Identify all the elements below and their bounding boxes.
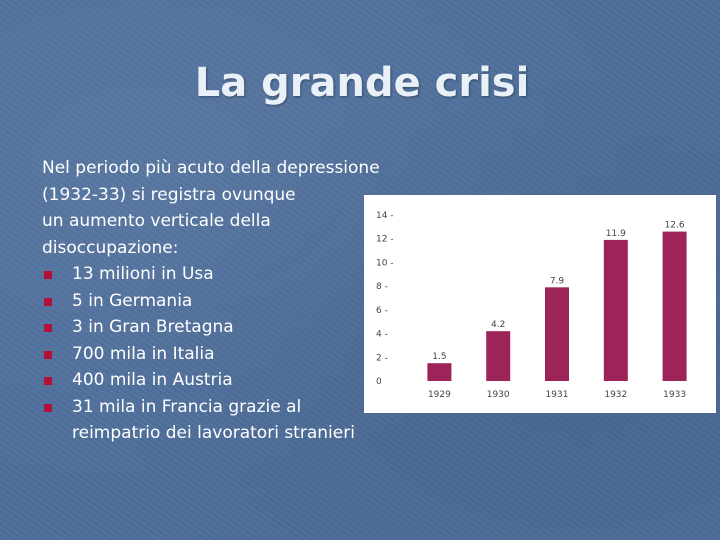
square-bullet-icon [44, 297, 52, 306]
bullet-item: 31 mila in Francia grazie al reimpatrio … [42, 394, 382, 447]
y-axis-ticks: 0 2 - 4 - 6 - 8 - 10 - 12 - 14 - [376, 211, 394, 387]
bar-value-label: 1.5 [432, 352, 446, 362]
bullet-item: 3 in Gran Bretagna [42, 314, 382, 341]
x-tick-label: 1930 [487, 390, 510, 400]
intro-line-2: (1932-33) si registra ovunque [42, 184, 296, 205]
bar-value-label: 12.6 [665, 221, 685, 231]
y-tick-label: 12 - [376, 235, 394, 245]
bar-value-label: 4.2 [491, 320, 505, 330]
bullet-text: 3 in Gran Bretagna [72, 317, 234, 337]
slide-body: Nel periodo più acuto della depressione … [42, 155, 382, 447]
bullet-item: 400 mila in Austria [42, 367, 382, 394]
bullet-text: 700 mila in Italia [72, 343, 215, 364]
bar-value-label: 11.9 [606, 229, 626, 239]
bar [603, 239, 628, 381]
bullet-text: 400 mila in Austria [72, 370, 233, 390]
x-tick-label: 1931 [546, 390, 569, 400]
bar [545, 287, 569, 381]
square-bullet-icon [44, 377, 52, 385]
intro-line-4: disoccupazione: [42, 237, 179, 258]
y-tick-label: 8 - [376, 282, 388, 292]
bar [427, 363, 452, 381]
square-bullet-icon [44, 403, 52, 412]
bullet-item: 13 milioni in Usa [42, 261, 382, 288]
bars [427, 231, 687, 381]
square-bullet-icon [44, 271, 52, 279]
y-tick-label: 4 - [376, 330, 388, 340]
bullet-text: 13 milioni in Usa [72, 264, 214, 284]
bar [662, 231, 687, 381]
intro-line-1: Nel periodo più acuto della depressione [42, 158, 380, 178]
x-tick-label: 1933 [663, 390, 686, 400]
category-labels: 1929 1930 1931 1932 1933 [428, 390, 686, 400]
y-tick-label: 10 - [376, 258, 394, 268]
value-labels: 1.5 4.2 7.9 11.9 12.6 [432, 221, 685, 363]
x-tick-label: 1932 [604, 390, 627, 400]
square-bullet-icon [44, 350, 52, 359]
bullet-item: 5 in Germania [42, 288, 382, 315]
bar [486, 331, 511, 381]
bullet-item: 700 mila in Italia [42, 341, 382, 368]
bullet-text: 5 in Germania [72, 290, 193, 311]
bullet-text: 31 mila in Francia grazie al reimpatrio … [72, 396, 355, 444]
bar-value-label: 7.9 [550, 276, 565, 286]
y-tick-label: 2 - [376, 353, 388, 363]
y-tick-label: 14 - [376, 211, 394, 221]
y-tick-label: 0 [376, 377, 382, 387]
square-bullet-icon [44, 324, 52, 332]
x-tick-label: 1929 [428, 390, 451, 400]
intro-line-3: un aumento verticale della [42, 211, 271, 231]
bullet-list: 13 milioni in Usa 5 in Germania 3 in Gra… [42, 261, 382, 447]
y-tick-label: 6 - [376, 306, 388, 316]
bar-chart-svg: 02 -4 -6 -8 -10 -12 -14 - 1.54.27.911.91… [376, 211, 687, 400]
slide-title: La grande crisi [194, 60, 530, 106]
